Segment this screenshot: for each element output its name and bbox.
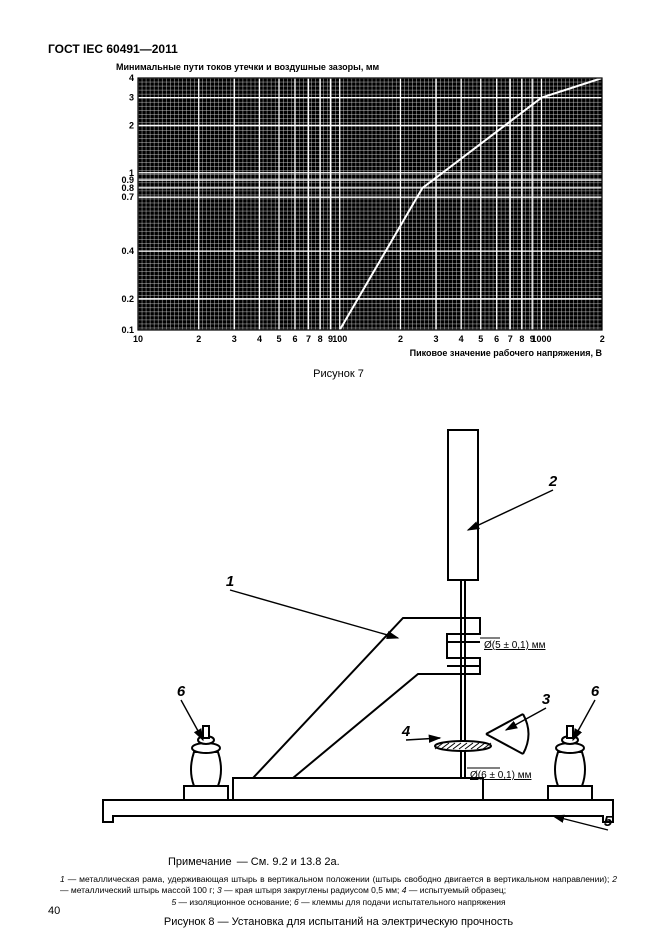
svg-text:0.2: 0.2 [121,294,134,304]
svg-text:8: 8 [318,334,323,344]
svg-text:5: 5 [277,334,282,344]
svg-text:Пиковое значение рабочего напр: Пиковое значение рабочего напряжения, В [410,348,603,358]
page-number: 40 [48,905,60,917]
svg-text:2: 2 [196,334,201,344]
document-header: ГОСТ IEC 60491—2011 [48,42,629,56]
svg-text:2: 2 [548,473,558,490]
svg-text:7: 7 [508,334,513,344]
svg-text:3: 3 [433,334,438,344]
figure8-legend: 1 — металлическая рама, удерживающая шты… [60,874,617,908]
svg-text:6: 6 [494,334,499,344]
legend-text-4: — испытуемый образец; [406,885,506,895]
svg-text:8: 8 [519,334,524,344]
figure8-note: Примечание — См. 9.2 и 13.8 2а. [168,856,629,868]
svg-text:Ø(6 ± 0,1) мм: Ø(6 ± 0,1) мм [470,770,532,781]
note-text: — См. 9.2 и 13.8 2а. [237,856,340,868]
svg-text:10: 10 [133,334,143,344]
svg-text:5: 5 [604,813,613,830]
svg-text:3: 3 [232,334,237,344]
svg-text:1000: 1000 [531,334,551,344]
note-label: Примечание [168,856,232,868]
svg-text:6: 6 [591,683,600,700]
legend-text-3: — края штыря закруглены радиусом 0,5 мм; [222,885,402,895]
svg-text:2: 2 [600,334,605,344]
svg-text:6: 6 [177,683,186,700]
svg-text:100: 100 [332,334,347,344]
svg-text:1: 1 [226,573,234,590]
figure7-caption: Рисунок 7 [48,368,629,380]
test-rig-diagram: Ø(5 ± 0,1) мм Ø(6 ± 0,1) мм 1 2 3 4 5 6 6 [48,390,648,850]
legend-text-2: — металлический штырь массой 100 г; [60,885,217,895]
chart-y-axis-title: Минимальные пути токов утечки и воздушны… [116,62,629,72]
svg-text:0.1: 0.1 [121,325,134,335]
figure8-caption: Рисунок 8 — Установка для испытаний на э… [48,916,629,928]
svg-text:3: 3 [542,691,551,708]
svg-text:2: 2 [129,120,134,130]
leakage-chart: 1023456789100234567891000243210.90.80.70… [108,74,608,364]
legend-text-1: — металлическая рама, удерживающая штырь… [65,874,613,884]
svg-text:4: 4 [257,334,262,344]
svg-text:4: 4 [129,74,134,83]
svg-text:6: 6 [292,334,297,344]
legend-text-6: — клеммы для подачи испытательного напря… [299,897,506,907]
svg-text:2: 2 [398,334,403,344]
svg-text:0.4: 0.4 [121,246,134,256]
svg-text:Ø(5 ± 0,1) мм: Ø(5 ± 0,1) мм [484,640,546,651]
svg-text:0.7: 0.7 [121,192,134,202]
legend-key-2: 2 [612,874,617,884]
svg-text:4: 4 [401,723,411,740]
svg-text:3: 3 [129,93,134,103]
svg-text:4: 4 [459,334,464,344]
legend-text-5: — изоляционное основание; [176,897,294,907]
svg-text:5: 5 [478,334,483,344]
svg-text:7: 7 [306,334,311,344]
